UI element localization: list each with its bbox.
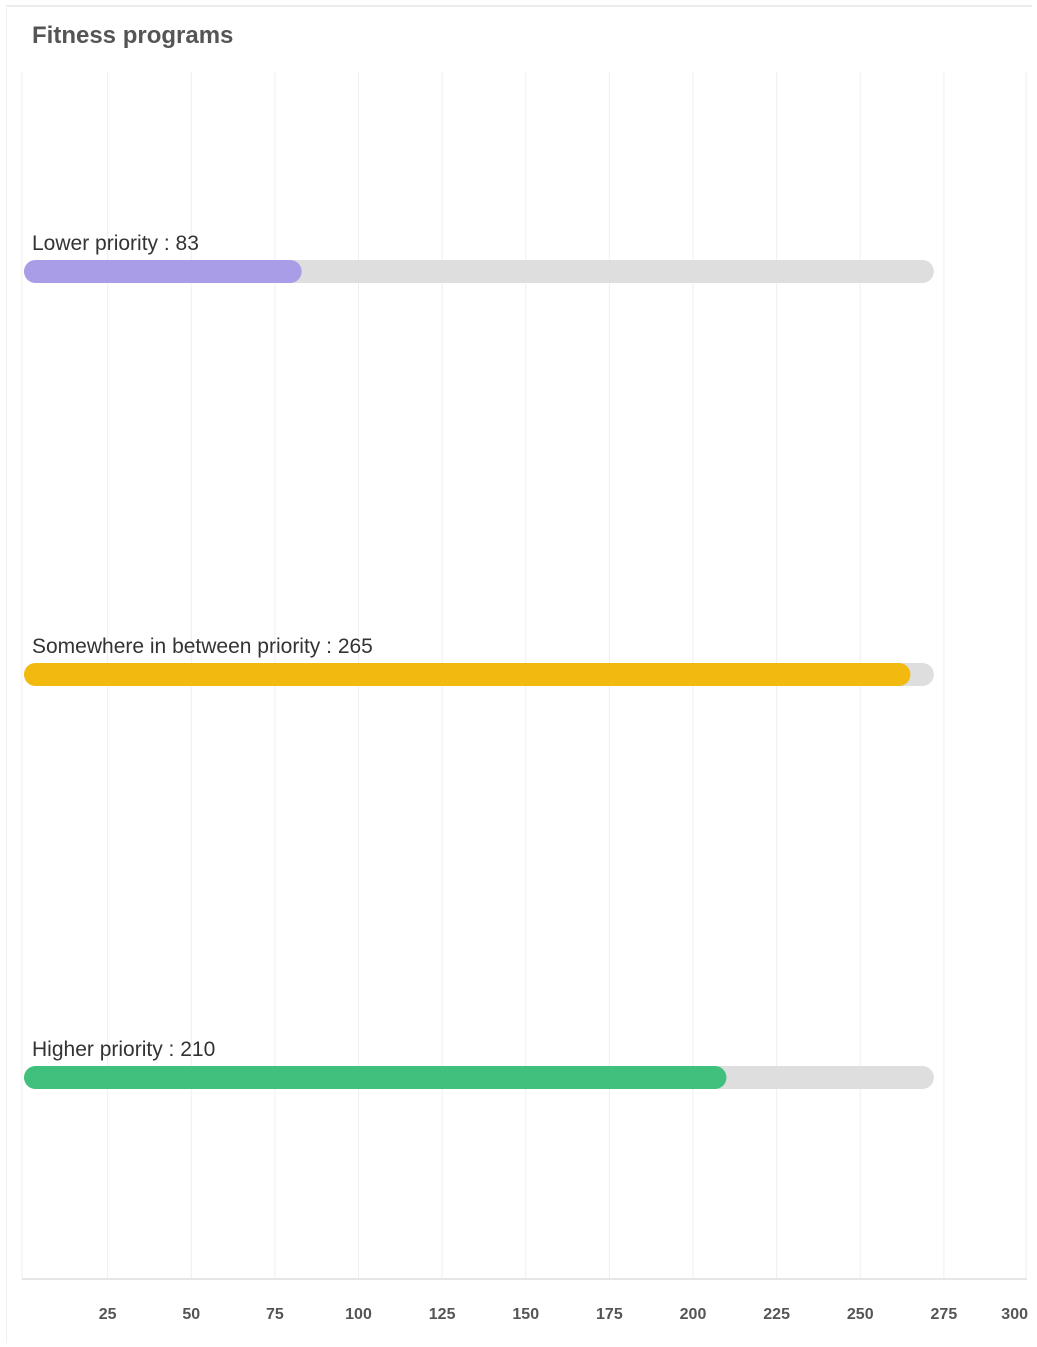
- x-tick-label: 150: [512, 1306, 539, 1323]
- x-tick-label: 300: [1001, 1306, 1028, 1323]
- x-tick-label: 275: [931, 1306, 958, 1323]
- bars: Lower priority : 83 Somewhere in between …: [24, 232, 934, 1089]
- x-tick-label: 175: [596, 1306, 623, 1323]
- x-axis-ticks: 25 50 75 100 125 150 175 200 225 250 275 300: [99, 1306, 1028, 1323]
- bar-fill: [24, 260, 302, 283]
- chart-title: Fitness programs: [32, 22, 234, 49]
- x-tick-label: 75: [266, 1306, 284, 1323]
- x-tick-label: 100: [345, 1306, 372, 1323]
- x-tick-label: 125: [429, 1306, 456, 1323]
- bar-fill: [24, 1066, 727, 1089]
- bar-label: Higher priority : 210: [32, 1038, 215, 1061]
- bar-group: Lower priority : 83: [24, 232, 934, 283]
- bar-label: Lower priority : 83: [32, 232, 199, 255]
- x-tick-label: 50: [182, 1306, 200, 1323]
- chart-card: [6, 5, 1032, 1343]
- x-tick-label: 225: [763, 1306, 790, 1323]
- bar-group: Higher priority : 210: [24, 1038, 934, 1089]
- x-tick-label: 250: [847, 1306, 874, 1323]
- x-tick-label: 200: [680, 1306, 707, 1323]
- bar-label: Somewhere in between priority : 265: [32, 635, 373, 658]
- bar-fill: [24, 663, 911, 686]
- x-tick-label: 25: [99, 1306, 117, 1323]
- bar-group: Somewhere in between priority : 265: [24, 635, 934, 686]
